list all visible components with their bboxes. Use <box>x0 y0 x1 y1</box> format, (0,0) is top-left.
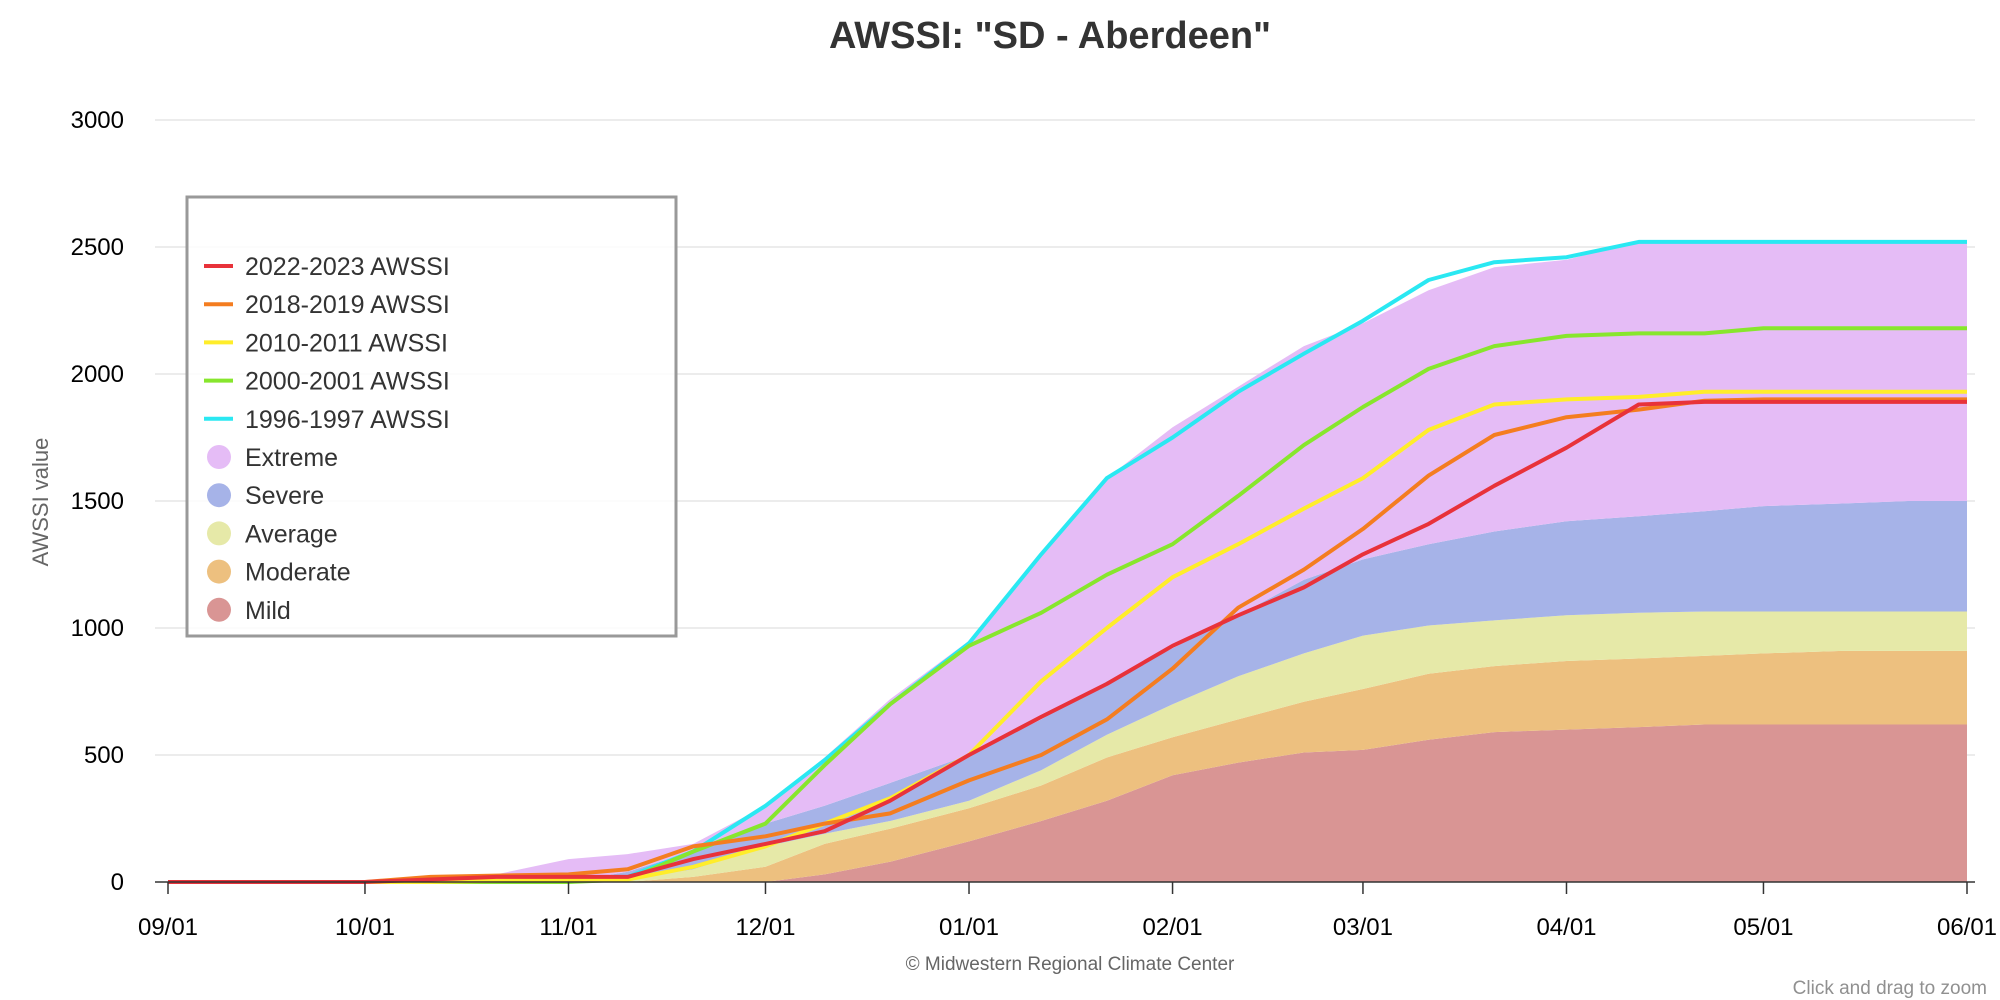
legend-item-label[interactable]: Severe <box>245 482 324 510</box>
x-tick-label: 04/01 <box>1536 914 1596 941</box>
legend-symbol-circle <box>207 597 231 622</box>
legend-symbol-circle <box>207 521 231 546</box>
series-line-2022-2023[interactable] <box>168 399 1967 884</box>
band-moderate <box>168 650 1967 882</box>
y-tick-label: 1000 <box>71 615 124 642</box>
x-tick-label: 05/01 <box>1733 914 1793 941</box>
chart-legend[interactable]: 2022-2023 AWSSI 2018-2019 AWSSI 2010-2011 … <box>185 195 678 638</box>
legend-item-label[interactable]: Extreme <box>245 444 338 472</box>
x-tick-label: 09/01 <box>138 914 198 941</box>
y-tick-label: 500 <box>84 742 124 769</box>
x-tick-label: 03/01 <box>1333 914 1393 941</box>
y-tick-label: 2000 <box>71 361 124 388</box>
legend-item-label[interactable]: 2010-2011 AWSSI <box>245 329 448 357</box>
x-tick-label: 10/01 <box>335 914 395 941</box>
y-axis-title: AWSSI value <box>28 438 53 567</box>
axes: 0 500 1000 1500 2000 2500 3000 09/01 10/01 11/01 1… <box>71 107 1997 941</box>
legend-symbol-circle <box>207 483 231 508</box>
zoom-hint: Click and drag to zoom <box>1793 978 1987 999</box>
credit-text[interactable]: © Midwestern Regional Climate Center <box>906 954 1235 975</box>
legend-item-label[interactable]: Moderate <box>245 559 351 587</box>
x-tick-label: 06/01 <box>1937 914 1997 941</box>
band-severe <box>168 501 1967 882</box>
x-tick-label: 12/01 <box>735 914 795 941</box>
legend-item-label[interactable]: Mild <box>245 597 291 625</box>
legend-item-label[interactable]: 2000-2001 AWSSI <box>245 368 450 396</box>
band-average <box>168 611 1967 882</box>
legend-item-label[interactable]: 2022-2023 AWSSI <box>245 253 450 281</box>
y-tick-label: 3000 <box>71 107 124 134</box>
x-tick-label: 01/01 <box>939 914 999 941</box>
x-tick-label: 02/01 <box>1143 914 1203 941</box>
season-series[interactable] <box>168 239 1967 884</box>
band-mild <box>168 724 1967 882</box>
chart-title: AWSSI: "SD - Aberdeen" <box>829 15 1271 57</box>
legend-box <box>185 195 678 638</box>
legend-item-label[interactable]: 2018-2019 AWSSI <box>245 291 450 319</box>
legend-symbol-circle <box>207 445 231 469</box>
y-tick-label: 2500 <box>71 234 124 261</box>
series-line-2010-2011[interactable] <box>168 389 1967 884</box>
x-tick-label: 11/01 <box>539 914 597 941</box>
legend-item-label[interactable]: 1996-1997 AWSSI <box>245 406 450 434</box>
y-tick-label: 0 <box>111 869 124 896</box>
legend-item-label[interactable]: Average <box>245 520 338 548</box>
y-tick-label: 1500 <box>71 488 124 515</box>
legend-symbol-circle <box>207 559 231 584</box>
